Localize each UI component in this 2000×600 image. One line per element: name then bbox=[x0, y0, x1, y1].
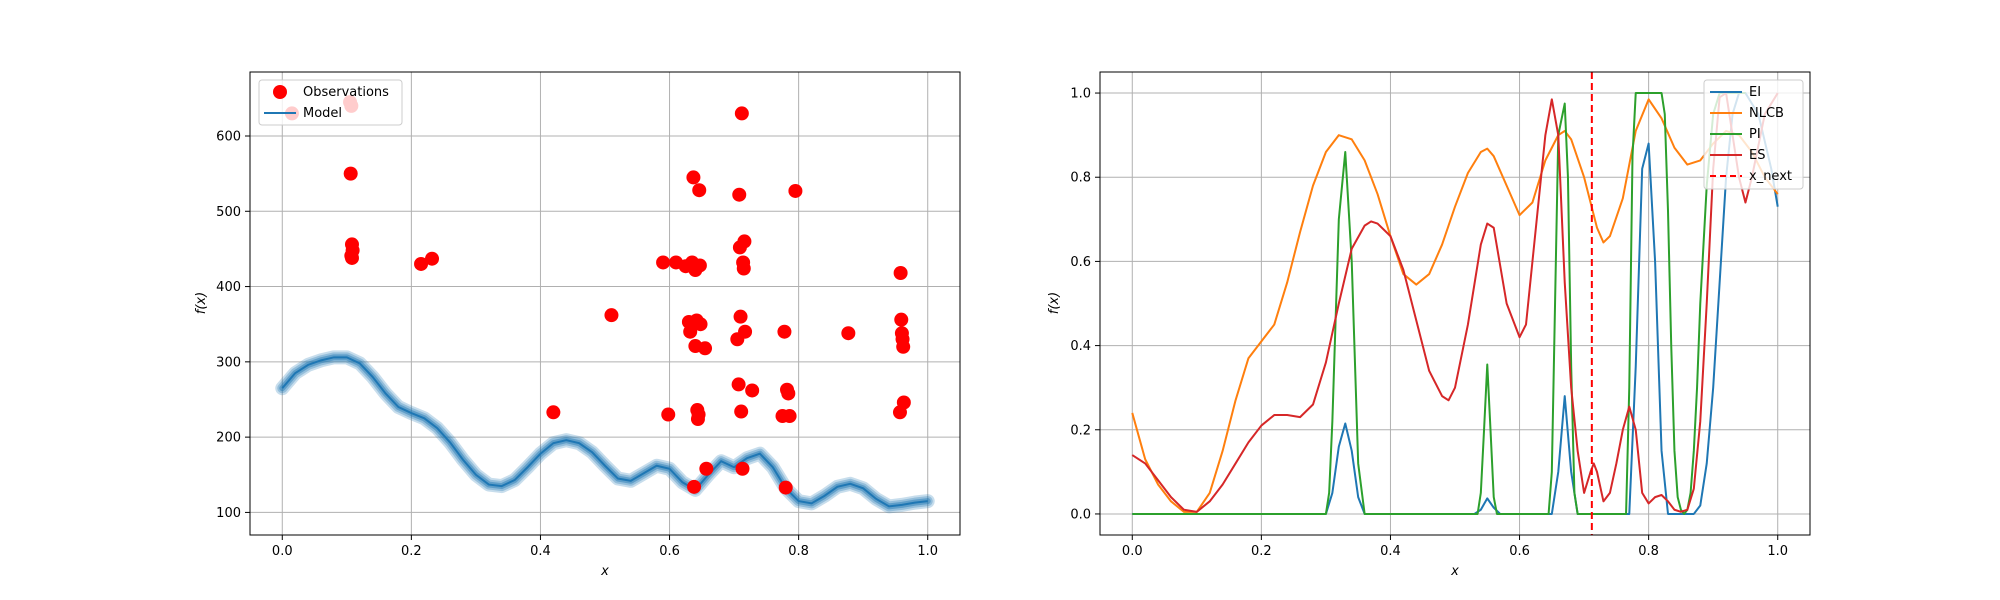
right-y-tick-label: 0.8 bbox=[1070, 171, 1091, 186]
observation-point bbox=[896, 339, 911, 354]
observation-point bbox=[732, 187, 747, 202]
legend-observations-marker bbox=[273, 85, 287, 99]
right-x-axis-label: x bbox=[1450, 564, 1459, 579]
left-y-tick-label: 500 bbox=[216, 205, 241, 220]
observation-point bbox=[343, 166, 358, 181]
left-x-tick-label: 0.6 bbox=[659, 544, 680, 559]
left-x-tick-label: 0.2 bbox=[401, 544, 422, 559]
right-y-tick-label: 0.0 bbox=[1070, 507, 1091, 522]
observation-point bbox=[738, 324, 753, 339]
left-y-ticks: 100 200 300 400 500 600 bbox=[216, 129, 250, 521]
observation-point bbox=[736, 261, 751, 276]
observation-point bbox=[686, 170, 701, 185]
legend-pi-label: PI bbox=[1749, 127, 1761, 142]
model-line bbox=[281, 356, 928, 508]
legend-nlcb-label: NLCB bbox=[1749, 106, 1784, 121]
series-nlcb-line bbox=[1131, 98, 1779, 513]
observation-point bbox=[734, 404, 749, 419]
legend-es-label: ES bbox=[1749, 148, 1765, 163]
left-axes-frame bbox=[249, 71, 961, 536]
right-legend-box bbox=[1703, 79, 1804, 190]
right-axes-frame bbox=[1099, 71, 1811, 536]
left-x-axis-label: x bbox=[600, 564, 609, 579]
observation-point bbox=[344, 250, 359, 265]
left-x-tick-label: 0.8 bbox=[788, 544, 809, 559]
observation-point bbox=[731, 377, 746, 392]
observation-point bbox=[778, 480, 793, 495]
observation-point bbox=[698, 341, 713, 356]
right-y-ticks: 0.0 0.2 0.4 0.6 0.8 1.0 bbox=[1070, 87, 1100, 522]
observation-point bbox=[781, 386, 796, 401]
observation-point bbox=[692, 183, 707, 198]
legend-observations-label: Observations bbox=[303, 85, 389, 100]
left-x-tick-label: 0.4 bbox=[530, 544, 551, 559]
right-x-tick-label: 0.6 bbox=[1509, 544, 1530, 559]
right-x-tick-label: 0.8 bbox=[1638, 544, 1659, 559]
left-y-axis-label: f(x) bbox=[194, 292, 209, 314]
left-x-ticks: 0.0 0.2 0.4 0.6 0.8 1.0 bbox=[272, 535, 938, 559]
series-es-line bbox=[1131, 92, 1779, 513]
observation-point bbox=[788, 183, 803, 198]
observation-point bbox=[745, 383, 760, 398]
right-legend: EI NLCB PI ES x_next bbox=[1703, 79, 1804, 190]
right-x-tick-label: 0.2 bbox=[1251, 544, 1272, 559]
observation-point bbox=[782, 409, 797, 424]
left-y-tick-label: 100 bbox=[216, 506, 241, 521]
right-y-tick-label: 0.6 bbox=[1070, 255, 1091, 270]
observation-point bbox=[896, 395, 911, 410]
observation-point bbox=[733, 309, 748, 324]
observation-point bbox=[691, 407, 706, 422]
observation-point bbox=[841, 326, 856, 341]
legend-model-label: Model bbox=[303, 106, 342, 121]
observation-point bbox=[735, 461, 750, 476]
right-x-tick-label: 0.4 bbox=[1380, 544, 1401, 559]
observation-point bbox=[692, 258, 707, 273]
observation-point bbox=[687, 479, 702, 494]
observation-point bbox=[894, 312, 909, 327]
right-y-axis-label: f(x) bbox=[1047, 292, 1062, 314]
observation-point bbox=[683, 324, 698, 339]
legend-x-next-label: x_next bbox=[1749, 169, 1792, 184]
observation-point bbox=[777, 324, 792, 339]
left-x-tick-label: 1.0 bbox=[917, 544, 938, 559]
observation-point bbox=[661, 407, 676, 422]
observation-point bbox=[546, 405, 561, 420]
right-y-tick-label: 1.0 bbox=[1070, 87, 1091, 102]
left-grid bbox=[250, 72, 960, 535]
right-x-tick-label: 1.0 bbox=[1767, 544, 1788, 559]
observation-point bbox=[699, 461, 714, 476]
observation-point bbox=[414, 256, 429, 271]
observation-point bbox=[737, 234, 752, 249]
observation-point bbox=[734, 106, 749, 121]
left-y-tick-label: 400 bbox=[216, 280, 241, 295]
acquisition-lines bbox=[1131, 92, 1779, 515]
observation-point bbox=[893, 266, 908, 281]
left-y-tick-label: 600 bbox=[216, 129, 241, 144]
left-legend: Observations Model bbox=[258, 79, 403, 126]
observation-point bbox=[693, 317, 708, 332]
left-y-tick-label: 200 bbox=[216, 431, 241, 446]
legend-ei-label: EI bbox=[1749, 85, 1761, 100]
observation-point bbox=[425, 251, 440, 266]
right-x-ticks: 0.0 0.2 0.4 0.6 0.8 1.0 bbox=[1122, 535, 1788, 559]
left-x-tick-label: 0.0 bbox=[272, 544, 293, 559]
observation-point bbox=[656, 255, 671, 270]
right-plot: 0.0 0.2 0.4 0.6 0.8 1.0 0.00.20.40.60.81.0 x … bbox=[1047, 71, 1811, 579]
left-y-tick-label: 300 bbox=[216, 355, 241, 370]
right-y-tick-label: 0.4 bbox=[1070, 339, 1091, 354]
right-x-tick-label: 0.0 bbox=[1122, 544, 1143, 559]
series-pi-line bbox=[1132, 92, 1746, 515]
right-y-tick-label: 0.2 bbox=[1070, 423, 1091, 438]
series-ei-line bbox=[1132, 92, 1779, 515]
observation-point bbox=[604, 308, 619, 323]
